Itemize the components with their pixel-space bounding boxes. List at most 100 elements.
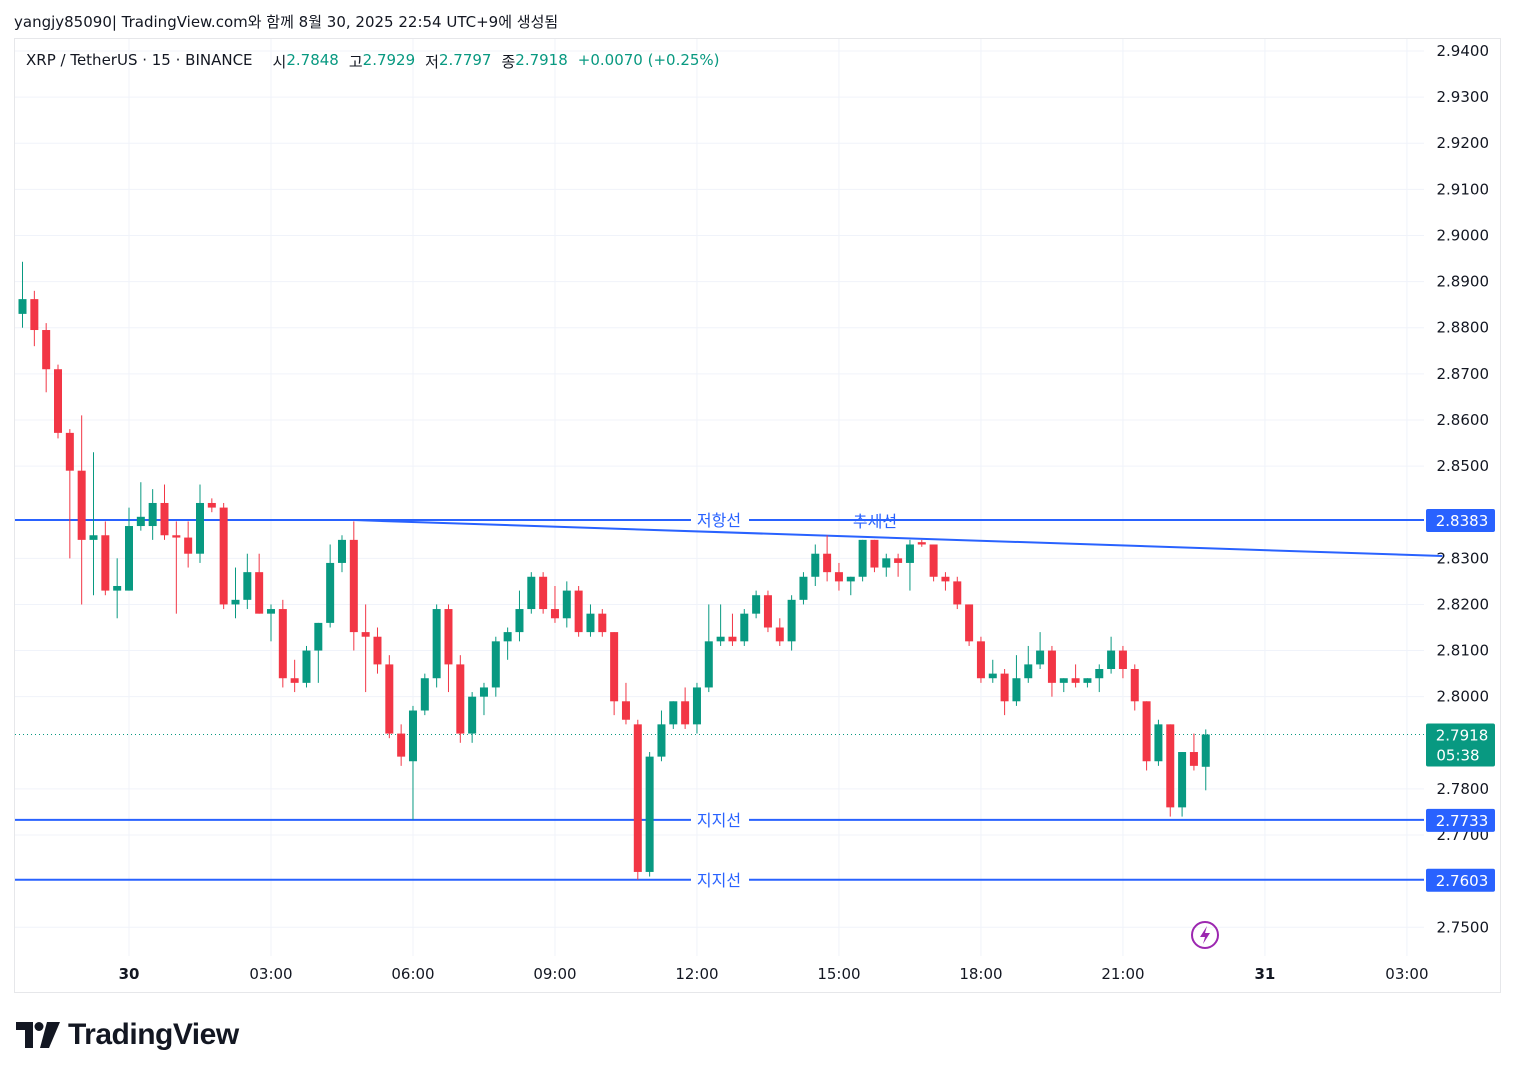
open-label: 시 — [272, 53, 287, 71]
candle — [858, 539, 867, 582]
price-axis[interactable]: 2.9400 2.9300 2.9200 2.9100 2.9000 2.8900 2.88… — [1437, 42, 1490, 936]
candle-body — [195, 502, 204, 554]
line-label: 지지선 — [697, 811, 741, 830]
candle — [1059, 678, 1068, 693]
candle — [752, 590, 761, 619]
candle-body — [337, 539, 346, 563]
candle-body — [846, 576, 855, 582]
candle — [503, 627, 512, 660]
low-label: 저 — [425, 53, 439, 71]
candle — [716, 604, 725, 646]
symbol-title[interactable]: XRP / TetherUS · 15 · BINANCE — [26, 51, 253, 69]
candle-body — [266, 609, 275, 614]
candle — [929, 544, 938, 582]
candle — [290, 659, 299, 693]
time-tick-label: 30 — [119, 965, 140, 983]
candle-body — [1000, 673, 1009, 702]
candle-body — [550, 609, 559, 619]
candle — [657, 710, 666, 762]
candle — [633, 719, 642, 880]
tradingview-logo[interactable]: TradingView — [16, 1018, 239, 1052]
candle-body — [136, 516, 145, 527]
candle-body — [953, 581, 962, 605]
candle-body — [172, 535, 181, 538]
candle — [1201, 729, 1210, 791]
candle-body — [503, 632, 512, 642]
candle — [917, 539, 926, 547]
candle-body — [1154, 724, 1163, 762]
candle-body — [1095, 669, 1104, 679]
candle — [515, 590, 524, 642]
candle — [669, 701, 678, 729]
price-badge-bg — [1426, 509, 1495, 533]
candle — [527, 572, 536, 614]
candle — [704, 604, 713, 693]
price-tick-label: 2.8600 — [1437, 411, 1490, 429]
low-value: 2.7797 — [438, 51, 492, 69]
candle-body — [89, 535, 98, 540]
candle-body — [54, 369, 63, 433]
candle-body — [562, 590, 571, 619]
time-tick-label: 03:00 — [1385, 965, 1428, 983]
candle-body — [231, 599, 240, 605]
candle-body — [314, 622, 323, 651]
candle-body — [101, 535, 110, 591]
time-tick-label: 18:00 — [959, 965, 1002, 983]
candle-body — [397, 733, 406, 757]
candle-body — [834, 572, 843, 582]
price-tick-label: 2.8200 — [1437, 595, 1490, 613]
bar-countdown: 05:38 — [1436, 746, 1479, 764]
candle — [184, 521, 193, 568]
candle — [1012, 655, 1021, 706]
line-label: 저항선 — [697, 511, 741, 530]
candle-body — [657, 724, 666, 757]
candle-body — [1024, 664, 1033, 679]
candle — [1189, 733, 1198, 771]
candle-body — [1178, 752, 1187, 808]
price-badge: 2.7733 — [1426, 808, 1495, 832]
candle — [195, 484, 204, 563]
candle — [976, 636, 985, 683]
candle — [42, 323, 51, 393]
price-tick-label: 2.8000 — [1437, 688, 1490, 706]
time-axis[interactable]: 30 03:00 06:00 09:00 12:00 15:00 18:00 21:00 31 0… — [119, 965, 1429, 983]
candle — [326, 544, 335, 628]
price-badge-bg — [1426, 868, 1495, 892]
tradingview-logo-icon — [16, 1022, 60, 1048]
candle — [361, 604, 370, 693]
price-badge: 2.8383 — [1426, 509, 1495, 533]
lightning-icon[interactable] — [1191, 921, 1219, 949]
candle-body — [775, 627, 784, 642]
candle — [799, 572, 808, 605]
candle — [1142, 701, 1151, 771]
chart-frame — [14, 38, 1501, 993]
candle-body — [77, 470, 86, 540]
candle-body — [326, 562, 335, 623]
candle — [77, 415, 86, 605]
candle-body — [976, 641, 985, 679]
candle — [243, 553, 252, 610]
time-tick-label: 15:00 — [817, 965, 860, 983]
candle — [846, 576, 855, 596]
candle-body — [633, 724, 642, 872]
candle — [18, 261, 27, 328]
candle — [1130, 664, 1139, 711]
candle-body — [941, 576, 950, 582]
price-tick-label: 2.8800 — [1437, 319, 1490, 337]
candle-body — [432, 609, 441, 679]
candle — [65, 429, 74, 559]
candle-body — [207, 502, 216, 508]
candle — [610, 632, 619, 716]
candle — [1107, 636, 1116, 674]
candle-body — [361, 632, 370, 637]
candle — [30, 290, 39, 347]
price-badge-label: 2.8383 — [1436, 512, 1489, 530]
candle-body — [905, 544, 914, 563]
candle-body — [456, 664, 465, 734]
candle-body — [1142, 701, 1151, 762]
candles — [18, 261, 1210, 880]
candle — [1083, 678, 1092, 688]
candle-body — [491, 641, 500, 688]
